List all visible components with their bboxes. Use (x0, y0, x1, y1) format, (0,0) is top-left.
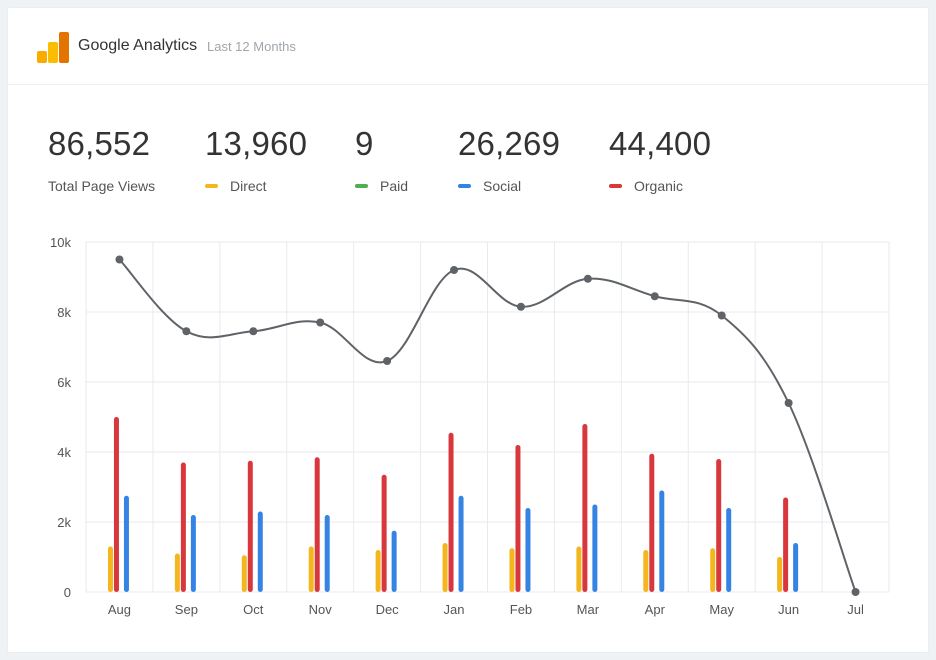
x-tick-label: Jul (847, 602, 864, 617)
line-point-total (650, 292, 659, 301)
bar-direct (174, 553, 180, 592)
bar-social (190, 515, 196, 592)
bar-direct (442, 543, 448, 592)
line-point-total (784, 399, 793, 407)
bar-organic (180, 462, 186, 592)
stat-label: Organic (634, 178, 684, 194)
line-point-total (717, 311, 726, 320)
x-tick-label: Feb (510, 602, 532, 617)
google-analytics-logo-icon (37, 32, 69, 63)
stat-label: Social (483, 178, 522, 194)
bar-direct (710, 548, 716, 592)
bar-social (324, 515, 330, 592)
stat-label: Paid (380, 178, 409, 194)
y-tick-label: 8k (57, 305, 71, 320)
date-range-label: Last 12 Months (207, 39, 296, 54)
bar-direct (308, 546, 314, 592)
line-point-total (383, 357, 392, 365)
x-tick-label: Dec (376, 602, 400, 617)
analytics-card: Google Analytics Last 12 Months 86,552 T… (8, 8, 928, 652)
x-tick-label: Sep (175, 602, 198, 617)
bar-organic (381, 474, 387, 592)
stat-organic: 44,400 Organic (609, 124, 711, 194)
bar-direct (509, 548, 515, 592)
x-tick-label: Jan (444, 602, 465, 617)
legend-swatch-organic (609, 184, 622, 188)
stat-value: 26,269 (458, 125, 561, 162)
stat-paid: 9 Paid (355, 124, 408, 194)
bar-organic (113, 417, 119, 592)
bar-direct (643, 550, 649, 592)
stat-label: Total Page Views (48, 178, 156, 194)
legend-swatch-social (458, 184, 471, 188)
x-tick-label: Mar (577, 602, 600, 617)
line-point-total (450, 266, 459, 274)
line-point-total (583, 274, 592, 283)
bar-direct (576, 546, 582, 592)
bar-social (659, 490, 665, 592)
y-tick-label: 10k (50, 235, 71, 250)
line-point-total (516, 302, 525, 311)
x-tick-label: Nov (309, 602, 333, 617)
line-point-total (182, 327, 191, 336)
bar-social (458, 495, 464, 592)
bar-direct (777, 557, 783, 592)
bar-social (793, 543, 799, 592)
y-tick-label: 6k (57, 375, 71, 390)
x-tick-label: Jun (778, 602, 799, 617)
bar-social (391, 530, 397, 592)
x-tick-label: May (709, 602, 734, 617)
legend-swatch-direct (205, 184, 218, 188)
stat-value: 44,400 (609, 125, 712, 162)
bar-organic (247, 460, 253, 592)
bar-social (726, 508, 732, 592)
bar-social (525, 508, 531, 592)
card-header: Google Analytics Last 12 Months (8, 8, 928, 85)
stat-label: Direct (230, 178, 267, 194)
legend-swatch-paid (355, 184, 368, 188)
stat-value: 9 (355, 125, 374, 162)
line-point-total (115, 255, 124, 264)
bar-social (592, 504, 598, 592)
bar-organic (649, 453, 655, 592)
bar-social (257, 511, 263, 592)
stat-value: 13,960 (205, 125, 308, 162)
bar-organic (582, 424, 588, 592)
line-point-total (851, 588, 860, 596)
line-point-total (249, 327, 258, 336)
stat-direct: 13,960 Direct (205, 124, 307, 194)
bar-organic (515, 445, 521, 592)
x-tick-label: Aug (108, 602, 131, 617)
stat-social: 26,269 Social (458, 124, 560, 194)
y-tick-label: 2k (57, 515, 71, 530)
line-point-total (316, 318, 325, 327)
app-title: Google Analytics (78, 37, 198, 54)
bar-direct (107, 546, 113, 592)
y-tick-label: 4k (57, 445, 71, 460)
bar-organic (314, 457, 320, 592)
bar-direct (241, 555, 247, 592)
x-tick-label: Apr (645, 602, 666, 617)
bar-direct (375, 550, 381, 592)
bar-organic (448, 432, 454, 592)
stat-total-page-views: 86,552 Total Page Views (48, 124, 155, 194)
bar-organic (716, 459, 722, 592)
y-tick-label: 0 (64, 585, 71, 600)
x-tick-label: Oct (243, 602, 264, 617)
bar-social (123, 495, 129, 592)
stat-value: 86,552 (48, 125, 151, 162)
bar-organic (783, 497, 789, 592)
